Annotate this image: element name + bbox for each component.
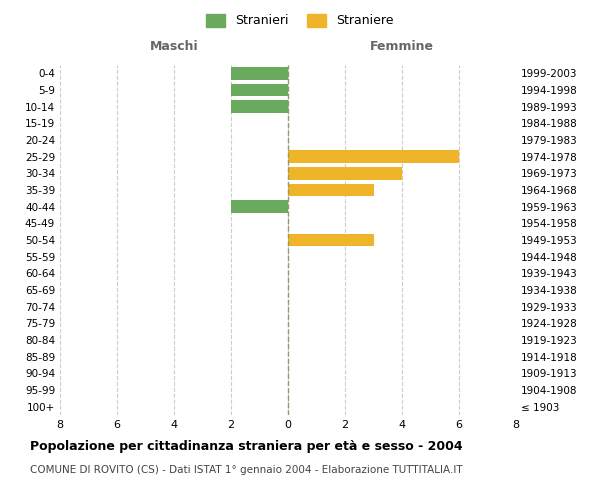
- Legend: Stranieri, Straniere: Stranieri, Straniere: [202, 8, 398, 32]
- Text: Femmine: Femmine: [370, 40, 434, 52]
- Text: Popolazione per cittadinanza straniera per età e sesso - 2004: Popolazione per cittadinanza straniera p…: [30, 440, 463, 453]
- Bar: [288, 184, 373, 196]
- Bar: [288, 167, 402, 179]
- Bar: [231, 67, 288, 80]
- Bar: [231, 84, 288, 96]
- Text: COMUNE DI ROVITO (CS) - Dati ISTAT 1° gennaio 2004 - Elaborazione TUTTITALIA.IT: COMUNE DI ROVITO (CS) - Dati ISTAT 1° ge…: [30, 465, 463, 475]
- Bar: [231, 200, 288, 213]
- Bar: [288, 150, 459, 163]
- Text: Maschi: Maschi: [149, 40, 199, 52]
- Bar: [288, 234, 373, 246]
- Bar: [231, 100, 288, 113]
